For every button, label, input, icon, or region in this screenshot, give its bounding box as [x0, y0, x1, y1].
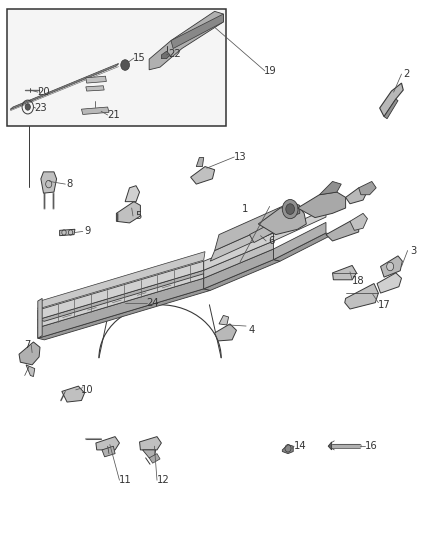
Polygon shape: [38, 261, 204, 320]
Polygon shape: [204, 241, 274, 278]
Text: 14: 14: [293, 441, 306, 451]
Text: 2: 2: [403, 69, 410, 79]
Polygon shape: [191, 166, 215, 184]
Text: 5: 5: [135, 211, 141, 221]
Polygon shape: [204, 260, 280, 290]
Polygon shape: [11, 63, 119, 110]
Polygon shape: [274, 209, 326, 241]
Polygon shape: [38, 298, 42, 338]
Polygon shape: [381, 256, 403, 277]
Text: 20: 20: [37, 87, 50, 97]
Polygon shape: [377, 273, 402, 293]
Text: 12: 12: [157, 475, 170, 485]
Polygon shape: [62, 386, 85, 402]
Text: 18: 18: [352, 277, 364, 286]
Polygon shape: [38, 289, 210, 340]
Polygon shape: [319, 181, 341, 195]
Text: 6: 6: [268, 236, 275, 246]
Polygon shape: [38, 252, 205, 309]
Polygon shape: [86, 76, 106, 83]
Text: 21: 21: [107, 110, 120, 120]
Text: 13: 13: [233, 152, 246, 162]
Text: 4: 4: [249, 325, 255, 335]
Polygon shape: [350, 213, 367, 230]
Polygon shape: [250, 219, 285, 243]
Text: 19: 19: [264, 66, 277, 76]
Polygon shape: [149, 454, 160, 463]
Polygon shape: [274, 233, 332, 261]
Text: 9: 9: [84, 227, 90, 237]
Polygon shape: [332, 265, 357, 280]
Polygon shape: [96, 437, 120, 450]
Circle shape: [286, 204, 294, 214]
Polygon shape: [326, 221, 359, 241]
Polygon shape: [38, 270, 210, 321]
Polygon shape: [161, 51, 170, 59]
Polygon shape: [215, 324, 237, 341]
Polygon shape: [143, 450, 155, 458]
Polygon shape: [328, 442, 332, 450]
Circle shape: [283, 199, 298, 219]
Circle shape: [121, 60, 130, 70]
Polygon shape: [274, 222, 326, 260]
Polygon shape: [140, 437, 161, 450]
Text: 24: 24: [146, 297, 159, 308]
Polygon shape: [346, 188, 367, 204]
Text: 10: 10: [81, 385, 93, 395]
Text: 1: 1: [242, 204, 248, 214]
Polygon shape: [171, 14, 223, 49]
Text: 23: 23: [35, 103, 47, 113]
Polygon shape: [345, 284, 378, 309]
Polygon shape: [215, 205, 285, 251]
Polygon shape: [19, 342, 40, 365]
Polygon shape: [359, 181, 376, 195]
Polygon shape: [102, 446, 115, 457]
Polygon shape: [125, 185, 140, 201]
Polygon shape: [38, 278, 204, 338]
Text: 22: 22: [168, 49, 181, 59]
Circle shape: [387, 262, 394, 271]
Text: 16: 16: [364, 441, 377, 451]
Polygon shape: [81, 107, 109, 115]
Polygon shape: [380, 83, 403, 117]
Polygon shape: [384, 99, 398, 119]
Text: 7: 7: [25, 340, 31, 350]
Polygon shape: [204, 233, 274, 270]
FancyBboxPatch shape: [7, 9, 226, 126]
Polygon shape: [204, 249, 274, 289]
Polygon shape: [38, 270, 204, 328]
Polygon shape: [117, 201, 141, 223]
Polygon shape: [210, 221, 280, 261]
Text: 17: 17: [378, 300, 390, 310]
Polygon shape: [26, 365, 35, 376]
Polygon shape: [283, 445, 293, 454]
Polygon shape: [297, 192, 346, 217]
Text: 11: 11: [119, 475, 131, 485]
Polygon shape: [219, 316, 229, 325]
Text: 3: 3: [410, 246, 417, 255]
Polygon shape: [196, 158, 204, 166]
Polygon shape: [86, 86, 104, 91]
Polygon shape: [60, 229, 75, 236]
Polygon shape: [41, 172, 57, 193]
Polygon shape: [149, 11, 223, 70]
Polygon shape: [285, 203, 300, 216]
Text: 8: 8: [67, 179, 73, 189]
Text: 15: 15: [133, 53, 146, 63]
Circle shape: [25, 104, 30, 110]
Polygon shape: [258, 205, 306, 235]
